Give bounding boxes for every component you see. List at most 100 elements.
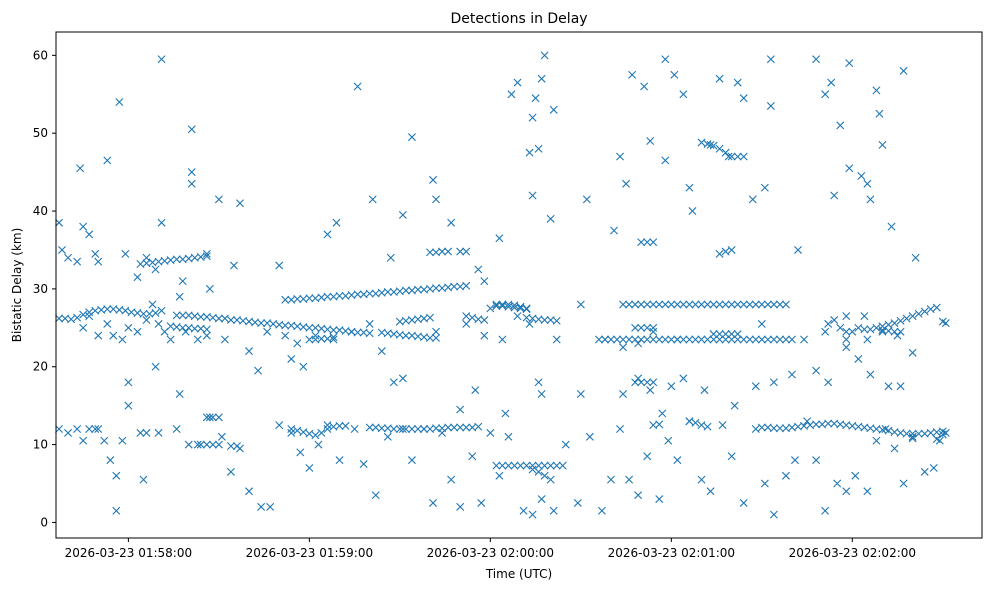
scatter-point xyxy=(733,78,742,87)
scatter-point xyxy=(884,426,893,435)
scatter-point xyxy=(462,312,471,321)
scatter-point xyxy=(205,413,214,422)
scatter-point xyxy=(739,152,748,161)
scatter-point xyxy=(214,314,223,323)
scatter-point xyxy=(450,423,459,432)
scatter-point xyxy=(413,425,422,434)
scatter-point xyxy=(178,311,187,320)
scatter-point xyxy=(860,312,869,321)
scatter-point xyxy=(486,428,495,437)
scatter-point xyxy=(775,424,784,433)
scatter-point xyxy=(202,325,211,334)
scatter-point xyxy=(613,335,622,344)
scatter-point xyxy=(643,335,652,344)
scatter-point xyxy=(537,495,546,504)
scatter-point xyxy=(205,284,214,293)
scatter-point xyxy=(407,456,416,465)
scatter-point xyxy=(766,55,775,64)
scatter-point xyxy=(842,335,851,344)
scatter-point xyxy=(73,313,82,322)
scatter-point xyxy=(85,230,94,239)
scatter-point xyxy=(287,425,296,434)
scatter-point xyxy=(226,442,235,451)
scatter-point xyxy=(845,164,854,173)
scatter-point xyxy=(426,313,435,322)
scatter-point xyxy=(558,461,567,470)
scatter-point xyxy=(226,316,235,325)
scatter-point xyxy=(474,265,483,274)
scatter-point xyxy=(745,335,754,344)
scatter-point xyxy=(721,330,730,339)
scatter-point xyxy=(103,319,112,328)
scatter-point xyxy=(432,284,441,293)
y-axis-label: Bistatic Delay (km) xyxy=(10,228,24,343)
scatter-point xyxy=(727,245,736,254)
scatter-point xyxy=(55,218,64,227)
scatter-point xyxy=(495,234,504,243)
scatter-point xyxy=(703,140,712,149)
scatter-point xyxy=(845,59,854,68)
scatter-point xyxy=(679,90,688,99)
scatter-point xyxy=(305,463,314,472)
scatter-point xyxy=(739,498,748,507)
scatter-point xyxy=(492,302,501,311)
scatter-point xyxy=(187,179,196,188)
scatter-point xyxy=(836,323,845,332)
scatter-point xyxy=(775,300,784,309)
scatter-point xyxy=(401,286,410,295)
scatter-point xyxy=(293,339,302,348)
scatter-point xyxy=(634,491,643,500)
scatter-point xyxy=(85,308,94,317)
scatter-point xyxy=(323,425,332,434)
scatter-point xyxy=(552,316,561,325)
scatter-point xyxy=(637,378,646,387)
scatter-point xyxy=(697,138,706,147)
scatter-point xyxy=(733,330,742,339)
scatter-point xyxy=(85,425,94,434)
scatter-point xyxy=(631,378,640,387)
scatter-point xyxy=(941,319,950,328)
scatter-point xyxy=(456,423,465,432)
scatter-point xyxy=(528,461,537,470)
scatter-point xyxy=(594,335,603,344)
scatter-point xyxy=(721,148,730,157)
scatter-point xyxy=(220,314,229,323)
scatter-point xyxy=(85,312,94,321)
scatter-point xyxy=(317,334,326,343)
scatter-point xyxy=(715,330,724,339)
scatter-point xyxy=(323,421,332,430)
scatter-point xyxy=(528,465,537,474)
scatter-point xyxy=(628,70,637,79)
scatter-point xyxy=(281,331,290,340)
scatter-point xyxy=(751,425,760,434)
scatter-point xyxy=(824,319,833,328)
scatter-point xyxy=(920,467,929,476)
scatter-point xyxy=(727,152,736,161)
scatter-point xyxy=(537,74,546,83)
scatter-point xyxy=(76,164,85,173)
scatter-point xyxy=(353,82,362,91)
scatter-point xyxy=(812,456,821,465)
scatter-point xyxy=(866,325,875,334)
scatter-point xyxy=(456,502,465,511)
scatter-point xyxy=(172,255,181,264)
scatter-point xyxy=(540,316,549,325)
scatter-point xyxy=(522,461,531,470)
scatter-point xyxy=(398,374,407,383)
scatter-point xyxy=(359,460,368,469)
scatter-point xyxy=(118,436,127,445)
scatter-point xyxy=(166,335,175,344)
scatter-point xyxy=(94,331,103,340)
scatter-point xyxy=(196,312,205,321)
scatter-point xyxy=(133,327,142,336)
scatter-point xyxy=(646,386,655,395)
scatter-point xyxy=(561,440,570,449)
x-tick-label: 2026-03-23 01:59:00 xyxy=(246,546,373,560)
scatter-point xyxy=(389,378,398,387)
scatter-point xyxy=(709,330,718,339)
scatter-point xyxy=(468,313,477,322)
scatter-point xyxy=(878,140,887,149)
scatter-point xyxy=(685,300,694,309)
scatter-point xyxy=(863,487,872,496)
scatter-point xyxy=(305,323,314,332)
